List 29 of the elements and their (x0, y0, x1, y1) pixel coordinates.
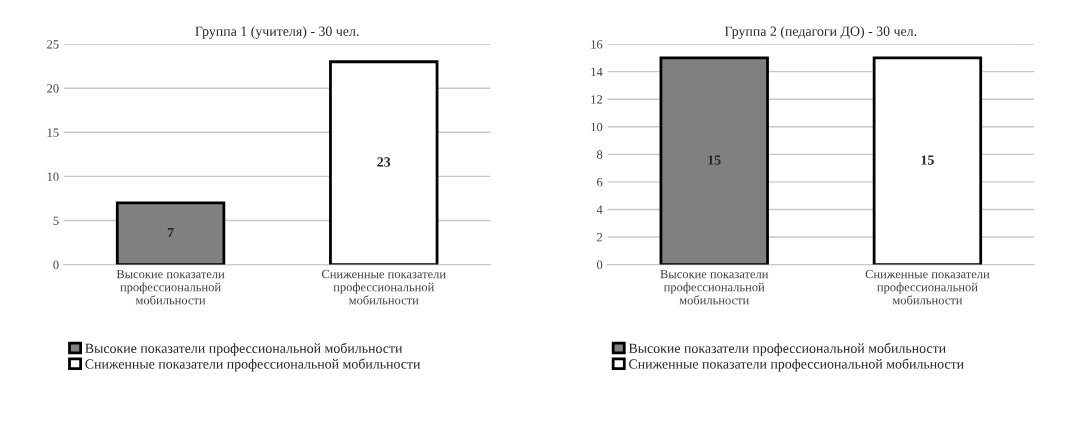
y-tick-label: 4 (596, 205, 603, 214)
y-tick-label: 8 (596, 150, 603, 159)
y-tick-label: 10 (591, 122, 603, 132)
x-tick-label: Сниженные показатели профессиональной мобильности (321, 269, 446, 305)
legend-label: Сниженные показатели профессиональной мобильности (629, 358, 964, 372)
y-tick-label: 20 (47, 84, 59, 93)
y-tick-label: 0 (53, 260, 59, 270)
x-tick-label: Высокие показатели профессиональной мобильности (116, 269, 225, 305)
y-tick-label: 15 (47, 128, 59, 137)
data-label: 15 (708, 155, 721, 165)
data-label: 23 (377, 157, 391, 167)
y-tick-label: 16 (591, 40, 603, 49)
y-tick-label: 25 (47, 40, 59, 49)
chart-title: Группа 2 (педагоги ДО) - 30 чел. (724, 26, 917, 39)
legend-label: Высокие показатели профессиональной мобильности (628, 342, 946, 356)
y-tick-label: 0 (596, 260, 603, 270)
y-tick-label: 6 (597, 177, 603, 187)
data-label: 7 (167, 227, 174, 238)
legend-label: Высокие показатели профессиональной мобильности (85, 342, 403, 356)
y-tick-label: 10 (47, 172, 59, 181)
x-tick-label: Сниженные показатели профессиональной мобильности (865, 269, 990, 305)
legend-label: Сниженные показатели профессиональной мобильности (85, 358, 421, 372)
chart-title: Группа 1 (учителя) - 30 чел. (195, 26, 359, 39)
data-label: 15 (921, 155, 934, 165)
y-tick-label: 5 (53, 216, 59, 225)
y-tick-label: 12 (591, 95, 603, 104)
x-tick-label: Высокие показатели профессиональной мобильности (660, 269, 769, 305)
y-tick-label: 2 (597, 233, 603, 242)
y-tick-label: 14 (591, 67, 603, 76)
